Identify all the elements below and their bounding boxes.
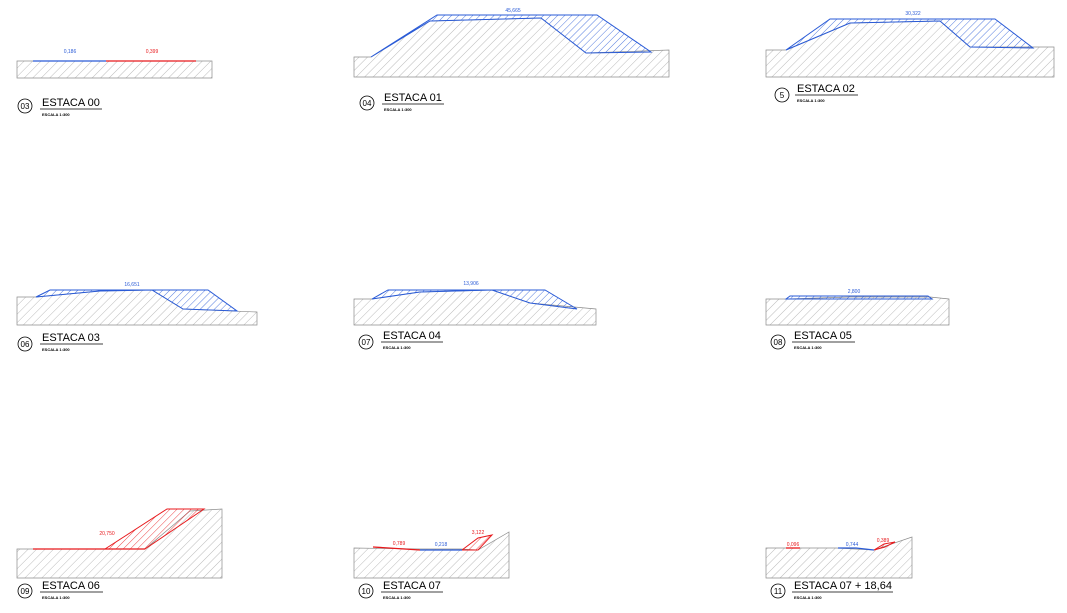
section-number-circle (770, 334, 786, 350)
section-number-circle (770, 583, 786, 599)
fill-hatch (371, 289, 578, 310)
section-number: 03 (21, 102, 30, 111)
area-label: 16,651 (124, 282, 140, 288)
section-title: ESTACA 00 (42, 97, 100, 109)
section-title: ESTACA 03 (42, 332, 100, 344)
section-estaca-06: 20,750 09 ESTACA 06 ESCALA 1:300 (16, 508, 223, 600)
section-scale: ESCALA 1:300 (797, 98, 825, 103)
fill-hatch (35, 289, 239, 312)
area-label: 2,800 (848, 289, 861, 295)
section-estaca-02: 30,322 5 ESTACA 02 ESCALA 1:300 (765, 11, 1055, 103)
area-label: 0,744 (846, 542, 859, 548)
area-label: 13,906 (463, 281, 479, 287)
section-title: ESTACA 07 + 18,64 (794, 580, 892, 592)
section-number: 09 (21, 587, 30, 596)
cut-hatch (873, 541, 896, 551)
ground-hatch (765, 296, 950, 326)
section-number-circle (358, 583, 374, 599)
section-scale: ESCALA 1:300 (794, 595, 822, 600)
area-label: 0,399 (146, 49, 159, 55)
section-title: ESTACA 07 (383, 580, 441, 592)
section-number-circle (17, 336, 33, 352)
cut-hatch (460, 534, 494, 551)
section-estaca-05: 2,800 08 ESTACA 05 ESCALA 1:300 (765, 289, 950, 350)
section-scale: ESCALA 1:300 (42, 595, 70, 600)
area-label: 3,122 (472, 530, 485, 536)
section-number-circle (359, 95, 375, 111)
section-title: ESTACA 04 (383, 330, 441, 342)
section-scale: ESCALA 1:300 (42, 112, 70, 117)
area-label: 0,789 (393, 541, 406, 547)
area-label: 45,665 (505, 8, 521, 14)
section-number: 5 (780, 91, 785, 100)
section-number: 08 (774, 338, 783, 347)
section-title: ESTACA 05 (794, 330, 852, 342)
section-number: 10 (362, 587, 371, 596)
section-number-circle (774, 87, 790, 103)
section-number: 11 (774, 587, 783, 596)
section-scale: ESCALA 1:300 (384, 107, 412, 112)
section-title: ESTACA 06 (42, 580, 100, 592)
fill-line (838, 547, 875, 551)
section-estaca-03: 16,651 06 ESTACA 03 ESCALA 1:300 (16, 282, 258, 352)
area-label: 30,322 (905, 11, 921, 17)
area-label: 0,186 (64, 49, 77, 55)
area-label: 20,750 (99, 531, 115, 537)
section-scale: ESCALA 1:300 (794, 345, 822, 350)
ground-hatch (16, 60, 213, 79)
section-title: ESTACA 01 (384, 92, 442, 104)
ground-hatch (765, 20, 1055, 78)
section-estaca-00: 0,186 0,399 03 ESTACA 00 ESCALA 1:300 (16, 49, 213, 117)
area-label: 0,218 (435, 542, 448, 548)
section-estaca-01: 45,665 04 ESTACA 01 ESCALA 1:300 (353, 8, 670, 112)
fill-hatch (785, 18, 1035, 51)
section-number: 07 (362, 338, 371, 347)
fill-hatch (784, 295, 934, 300)
fill-hatch (370, 14, 653, 58)
section-number-circle (358, 334, 374, 350)
section-estaca-07: 0,789 0,218 3,122 10 ESTACA 07 ESCALA 1:… (353, 530, 510, 600)
cut-line (372, 546, 421, 551)
section-number-circle (17, 98, 33, 114)
section-number: 04 (363, 99, 372, 108)
section-estaca-04: 13,906 07 ESTACA 04 ESCALA 1:300 (353, 281, 597, 350)
area-label: 0,389 (877, 538, 890, 544)
section-estaca-07-18-64: 0,096 0,744 0,389 11 ESTACA 07 + 18,64 E… (765, 536, 913, 600)
section-title: ESTACA 02 (797, 83, 855, 95)
area-label: 0,096 (787, 542, 800, 548)
section-number-circle (17, 583, 33, 599)
section-scale: ESCALA 1:300 (383, 345, 411, 350)
section-scale: ESCALA 1:300 (383, 595, 411, 600)
section-scale: ESCALA 1:300 (42, 347, 70, 352)
section-number: 06 (21, 340, 30, 349)
